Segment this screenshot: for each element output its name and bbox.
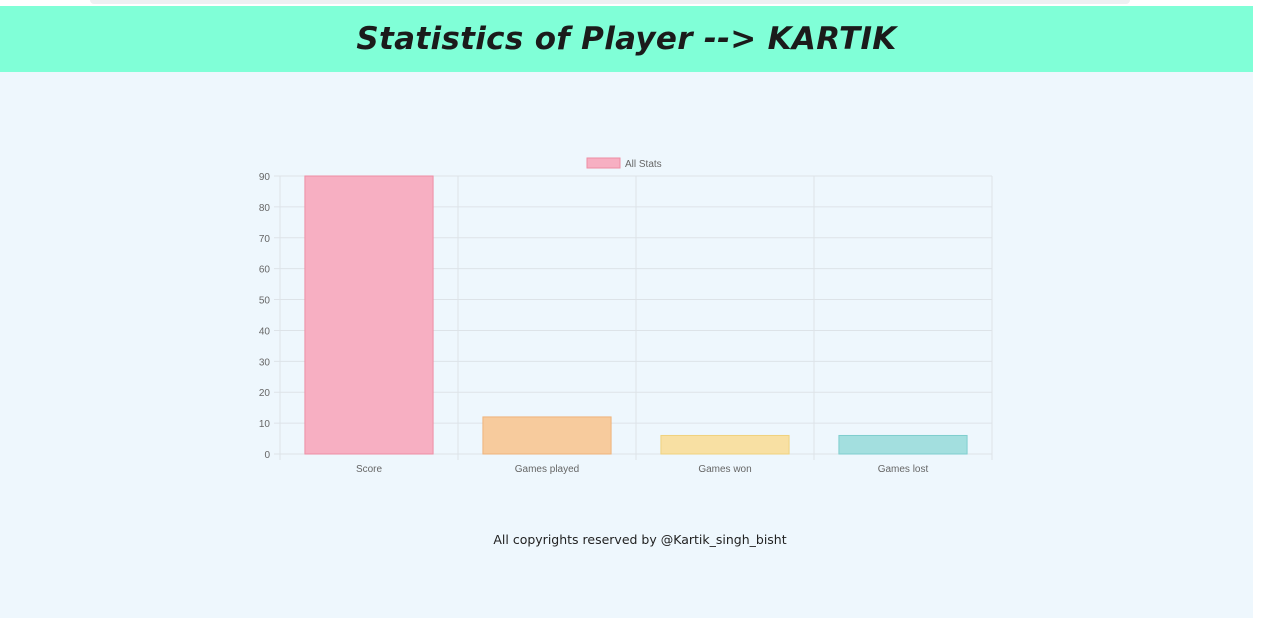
bar-games-won bbox=[660, 434, 790, 455]
y-tick-label: 40 bbox=[259, 326, 271, 337]
legend-label: All Stats bbox=[625, 159, 662, 170]
y-tick-label: 60 bbox=[259, 265, 271, 276]
bar-score bbox=[304, 175, 434, 455]
y-tick-label: 80 bbox=[259, 203, 271, 214]
footer-copyright: All copyrights reserved by @Kartik_singh… bbox=[493, 532, 787, 547]
browser-top-strip bbox=[90, 0, 1130, 4]
bar-games-played bbox=[482, 416, 612, 455]
header-bar: Statistics of Player --> KARTIK bbox=[0, 6, 1253, 72]
y-tick-label: 30 bbox=[259, 357, 271, 368]
page: Statistics of Player --> KARTIK 0 10 20 30 4… bbox=[0, 6, 1253, 618]
y-tick-label: 50 bbox=[259, 296, 271, 307]
y-tick-label: 10 bbox=[259, 419, 271, 430]
y-tick-label: 0 bbox=[264, 450, 270, 461]
legend-swatch bbox=[586, 157, 621, 169]
y-tick-label: 20 bbox=[259, 388, 271, 399]
bar-chart-svg: 0 10 20 30 40 50 60 70 80 90 Score Games played Game… bbox=[259, 157, 993, 475]
x-tick-label: Games won bbox=[698, 464, 751, 475]
x-tick-label: Games lost bbox=[878, 464, 929, 475]
y-tick-label: 70 bbox=[259, 234, 271, 245]
x-tick-label: Games played bbox=[515, 464, 579, 475]
y-tick-label: 90 bbox=[259, 172, 271, 183]
page-title: Statistics of Player --> KARTIK bbox=[356, 21, 897, 57]
bar-games-lost bbox=[838, 434, 968, 455]
stats-chart: 0 10 20 30 40 50 60 70 80 90 Score Games played Game… bbox=[240, 146, 1010, 481]
x-tick-label: Score bbox=[356, 464, 383, 475]
